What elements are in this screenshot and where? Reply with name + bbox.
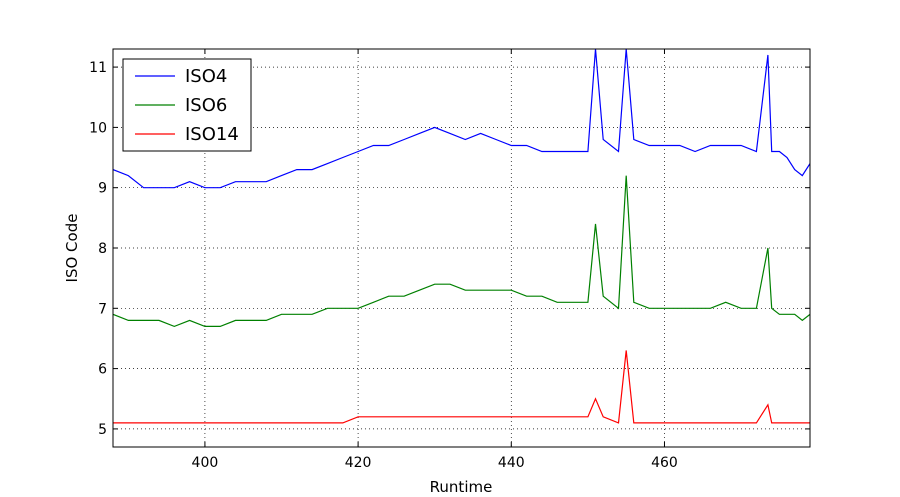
- y-tick-label: 10: [89, 120, 107, 136]
- y-tick-label: 8: [98, 241, 107, 257]
- y-tick-label: 11: [89, 60, 107, 76]
- x-tick-label: 440: [498, 455, 525, 471]
- x-tick-label: 460: [651, 455, 678, 471]
- y-axis-title: ISO Code: [63, 214, 81, 283]
- x-tick-label: 420: [345, 455, 372, 471]
- y-tick-label: 6: [98, 362, 107, 378]
- series-line-iso6: [113, 175, 810, 328]
- ticks: 400 420 440 460 5 6 7 8 9 10 11: [89, 49, 810, 471]
- y-tick-label: 5: [98, 422, 107, 438]
- y-tick-label: 7: [98, 301, 107, 317]
- legend-label-iso14: ISO14: [185, 124, 239, 145]
- legend: ISO4 ISO6 ISO14: [122, 58, 252, 152]
- series-layer: [113, 49, 810, 424]
- legend-label-iso4: ISO4: [185, 66, 227, 87]
- y-tick-label: 9: [98, 181, 107, 197]
- legend-label-iso6: ISO6: [185, 95, 227, 116]
- series-line-iso4: [113, 49, 810, 189]
- x-axis-title: Runtime: [430, 478, 493, 496]
- grid: [113, 49, 810, 447]
- series-line-iso14: [113, 350, 810, 424]
- x-tick-label: 400: [192, 455, 219, 471]
